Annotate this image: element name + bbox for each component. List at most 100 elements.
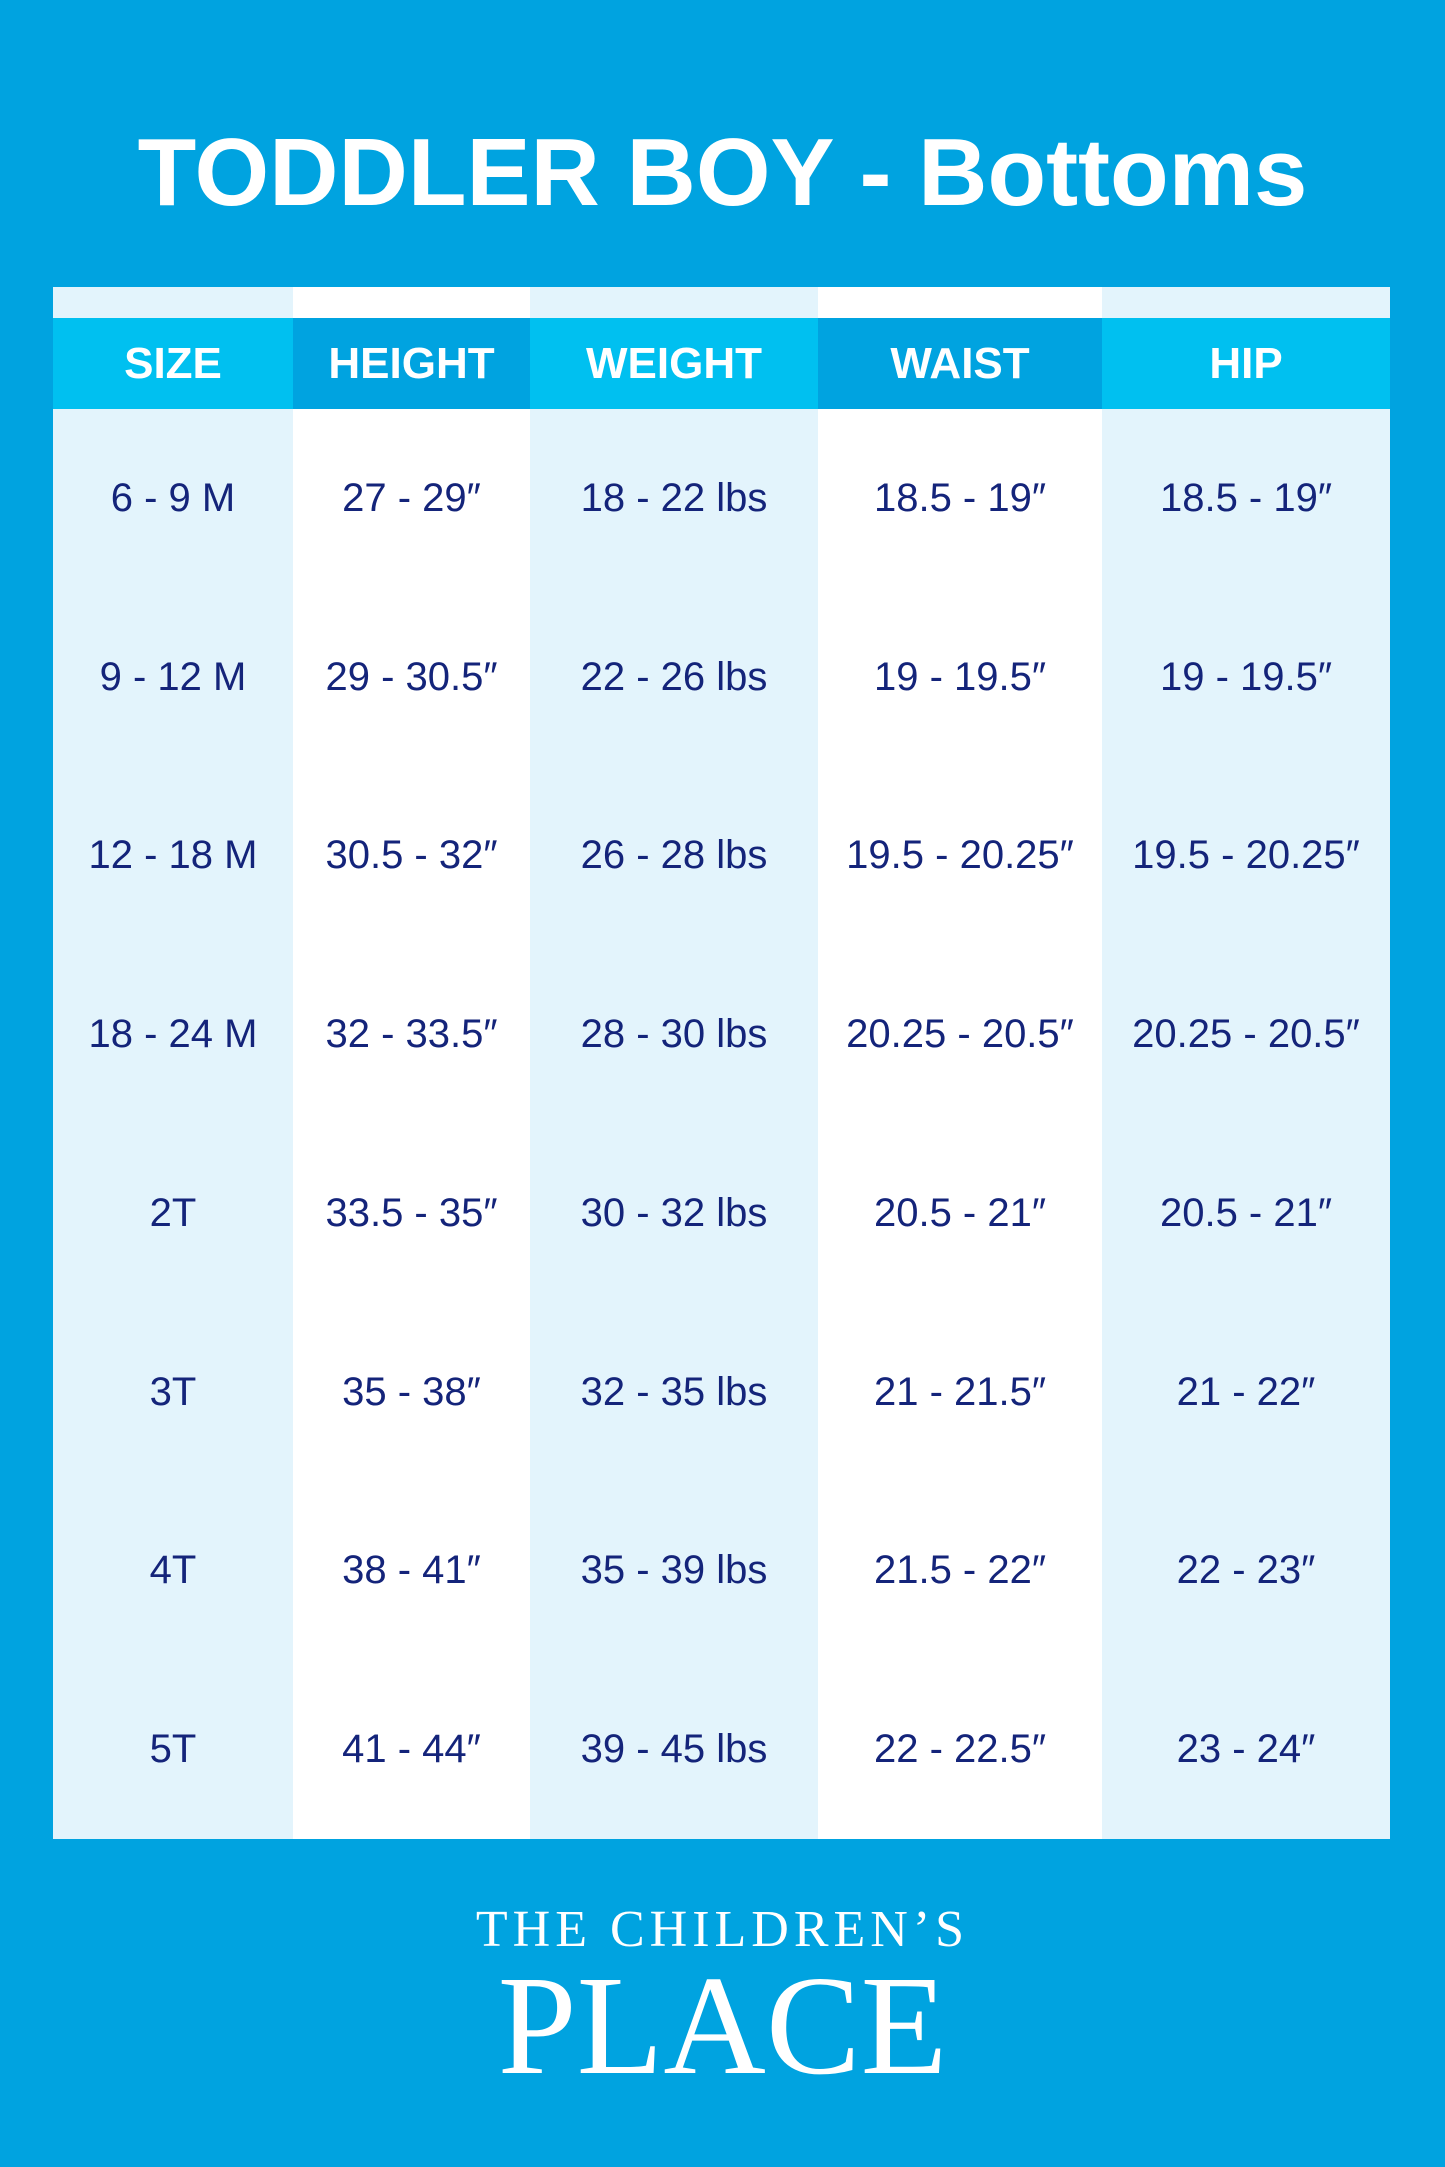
table-cell: 38 - 41″ xyxy=(293,1482,530,1661)
page-title: TODDLER BOY - Bottoms xyxy=(0,118,1445,228)
size-chart-table: SIZE 6 - 9 M 9 - 12 M 12 - 18 M 18 - 24 M 2T 3… xyxy=(53,287,1390,1839)
table-cell-text: 19.5 - 20.25″ xyxy=(1132,833,1360,878)
table-cell-text: 21.5 - 22″ xyxy=(873,1548,1047,1593)
table-cell-text: 28 - 30 lbs xyxy=(580,1012,768,1057)
top-strip xyxy=(1102,287,1390,318)
table-cell: 9 - 12 M xyxy=(53,588,293,767)
table-cell-text: 19.5 - 20.25″ xyxy=(846,833,1074,878)
column-size: SIZE 6 - 9 M 9 - 12 M 12 - 18 M 18 - 24 M 2T 3… xyxy=(53,287,293,1839)
table-cell-text: 18.5 - 19″ xyxy=(873,475,1047,520)
table-cell: 32 - 33.5″ xyxy=(293,945,530,1124)
table-cell: 22 - 22.5″ xyxy=(818,1660,1102,1839)
column-header-text: SIZE xyxy=(124,338,222,388)
table-cell-text: 3T xyxy=(149,1369,197,1414)
table-cell-text: 19 - 19.5″ xyxy=(873,654,1047,699)
table-cell-text: 22 - 22.5″ xyxy=(873,1727,1047,1772)
table-cell: 29 - 30.5″ xyxy=(293,588,530,767)
column-header-text: WEIGHT xyxy=(586,338,762,388)
table-cell: 20.5 - 21″ xyxy=(1102,1124,1390,1303)
column-header: HIP xyxy=(1102,318,1390,409)
table-cell-text: 2T xyxy=(149,1190,197,1235)
table-cell: 20.5 - 21″ xyxy=(818,1124,1102,1303)
table-cell: 28 - 30 lbs xyxy=(530,945,818,1124)
column-header: WAIST xyxy=(818,318,1102,409)
column-waist: WAIST 18.5 - 19″ 19 - 19.5″ 19.5 - 20.25″ 20… xyxy=(818,287,1102,1839)
top-strip xyxy=(818,287,1102,318)
table-cell: 30 - 32 lbs xyxy=(530,1124,818,1303)
column-hip: HIP 18.5 - 19″ 19 - 19.5″ 19.5 - 20.25″ 20.2… xyxy=(1102,287,1390,1839)
table-cell: 35 - 38″ xyxy=(293,1303,530,1482)
table-cell: 19.5 - 20.25″ xyxy=(1102,767,1390,946)
table-cell-text: 29 - 30.5″ xyxy=(325,654,498,699)
table-cell-text: 41 - 44″ xyxy=(342,1727,481,1772)
table-cell: 23 - 24″ xyxy=(1102,1660,1390,1839)
table-cell-text: 35 - 39 lbs xyxy=(580,1548,768,1593)
table-cell-text: 35 - 38″ xyxy=(342,1369,481,1414)
column-height: HEIGHT 27 - 29″ 29 - 30.5″ 30.5 - 32″ 32 - 3… xyxy=(293,287,530,1839)
table-cell: 21.5 - 22″ xyxy=(818,1482,1102,1661)
table-cell: 39 - 45 lbs xyxy=(530,1660,818,1839)
table-cell: 30.5 - 32″ xyxy=(293,767,530,946)
table-cell-text: 20.25 - 20.5″ xyxy=(1132,1012,1360,1057)
table-cell: 18.5 - 19″ xyxy=(1102,409,1390,588)
table-cell: 19.5 - 20.25″ xyxy=(818,767,1102,946)
table-cell: 35 - 39 lbs xyxy=(530,1482,818,1661)
table-cell-text: 21 - 21.5″ xyxy=(873,1369,1047,1414)
table-cell-text: 38 - 41″ xyxy=(342,1548,481,1593)
table-cell-text: 23 - 24″ xyxy=(1176,1727,1316,1772)
table-cell: 18 - 22 lbs xyxy=(530,409,818,588)
column-header: HEIGHT xyxy=(293,318,530,409)
table-cell: 12 - 18 M xyxy=(53,767,293,946)
table-cell-text: 21 - 22″ xyxy=(1176,1369,1316,1414)
table-cell: 32 - 35 lbs xyxy=(530,1303,818,1482)
table-cell: 6 - 9 M xyxy=(53,409,293,588)
table-cell-text: 18.5 - 19″ xyxy=(1159,475,1333,520)
table-cell-text: 4T xyxy=(149,1548,197,1593)
table-cell-text: 22 - 26 lbs xyxy=(580,654,768,699)
table-cell: 2T xyxy=(53,1124,293,1303)
table-cell-text: 20.5 - 21″ xyxy=(1159,1190,1333,1235)
page-title-text: TODDLER BOY - Bottoms xyxy=(137,119,1308,226)
table-cell: 19 - 19.5″ xyxy=(818,588,1102,767)
table-cell-text: 18 - 22 lbs xyxy=(580,475,768,520)
table-cell-text: 18 - 24 M xyxy=(88,1012,258,1057)
top-strip xyxy=(293,287,530,318)
column-header-text: HEIGHT xyxy=(328,338,495,388)
top-strip xyxy=(53,287,293,318)
column-weight: WEIGHT 18 - 22 lbs 22 - 26 lbs 26 - 28 lbs 2… xyxy=(530,287,818,1839)
table-cell-text: 26 - 28 lbs xyxy=(580,833,768,878)
table-cell-text: 22 - 23″ xyxy=(1176,1548,1316,1593)
table-cell: 5T xyxy=(53,1660,293,1839)
column-header-text: WAIST xyxy=(890,338,1030,388)
brand-logo-line1: THE CHILDREN’S xyxy=(475,1901,970,1958)
table-cell-text: 6 - 9 M xyxy=(110,475,236,520)
table-cell-text: 20.25 - 20.5″ xyxy=(846,1012,1074,1057)
table-cell: 21 - 22″ xyxy=(1102,1303,1390,1482)
table-cell-text: 20.5 - 21″ xyxy=(873,1190,1047,1235)
table-cell-text: 33.5 - 35″ xyxy=(325,1190,498,1235)
table-cell-text: 27 - 29″ xyxy=(342,475,481,520)
table-cell-text: 30 - 32 lbs xyxy=(580,1190,768,1235)
table-cell-text: 12 - 18 M xyxy=(88,833,258,878)
table-cell-text: 39 - 45 lbs xyxy=(580,1727,768,1772)
column-header-text: HIP xyxy=(1209,338,1283,388)
table-cell: 27 - 29″ xyxy=(293,409,530,588)
table-cell: 41 - 44″ xyxy=(293,1660,530,1839)
table-cell: 3T xyxy=(53,1303,293,1482)
table-cell: 21 - 21.5″ xyxy=(818,1303,1102,1482)
table-cell: 33.5 - 35″ xyxy=(293,1124,530,1303)
table-cell: 20.25 - 20.5″ xyxy=(1102,945,1390,1124)
table-cell: 22 - 26 lbs xyxy=(530,588,818,767)
column-header: SIZE xyxy=(53,318,293,409)
table-cell: 4T xyxy=(53,1482,293,1661)
table-cell: 26 - 28 lbs xyxy=(530,767,818,946)
table-cell-text: 32 - 35 lbs xyxy=(580,1369,768,1414)
table-cell-text: 30.5 - 32″ xyxy=(325,833,498,878)
table-cell-text: 32 - 33.5″ xyxy=(325,1012,498,1057)
table-cell: 18.5 - 19″ xyxy=(818,409,1102,588)
brand-logo-line2: PLACE xyxy=(497,1946,948,2104)
column-header: WEIGHT xyxy=(530,318,818,409)
table-cell: 20.25 - 20.5″ xyxy=(818,945,1102,1124)
table-cell: 18 - 24 M xyxy=(53,945,293,1124)
table-cell: 22 - 23″ xyxy=(1102,1482,1390,1661)
